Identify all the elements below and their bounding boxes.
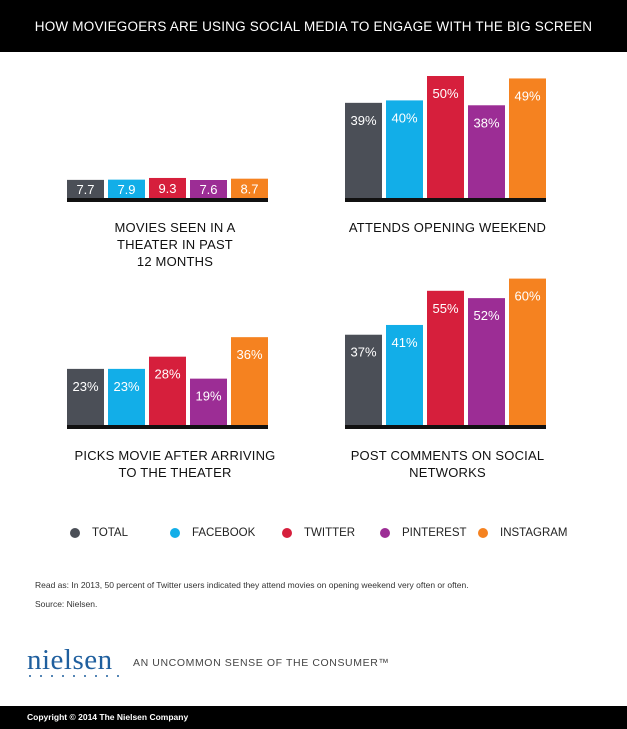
bar-instagram [231,337,268,425]
bar-total [67,179,104,198]
caption-line: POST COMMENTS ON SOCIAL [350,448,545,463]
bar-chart-4: 37% 41% 55% 52% 60% [345,278,546,429]
bar-pinterest [468,105,505,198]
bar-value-label: 7.9 [117,182,135,197]
caption-line: THEATER IN PAST [117,237,233,252]
bar-value-label: 36% [236,347,262,362]
bar-value-label: 7.6 [199,182,217,197]
bar-total [345,102,382,198]
caption-line: NETWORKS [409,465,486,480]
chart-legend: TOTAL FACEBOOK TWITTER PINTEREST INSTAGR… [70,527,570,539]
footer-bar: Copyright © 2014 The Nielsen Company [0,706,627,729]
bar-chart-1: 7.7 7.9 9.3 7.6 8.7 [67,177,268,202]
bar-value-label: 55% [432,301,458,316]
bar-facebook [386,324,423,425]
bar-value-label: 8.7 [240,181,258,196]
bar-twitter [149,356,186,425]
bar-value-label: 37% [350,345,376,360]
copyright-text: Copyright © 2014 The Nielsen Company [27,712,189,722]
bar-facebook [108,179,145,198]
bar-value-label: 28% [154,367,180,382]
bar-value-label: 23% [72,379,98,394]
bar-pinterest [190,180,227,198]
caption-line: TO THE THEATER [118,465,232,480]
instagram-swatch-icon [478,528,488,538]
caption-line: MOVIES SEEN IN A [114,220,236,235]
bar-value-label: 23% [113,379,139,394]
bar-total [345,334,382,425]
legend-item-twitter: TWITTER [282,527,380,539]
legend-item-facebook: FACEBOOK [170,527,282,539]
bar-facebook [386,100,423,198]
bar-twitter [149,177,186,198]
nielsen-logo: nielsen [27,644,113,676]
bar-pinterest [190,378,227,425]
caption-line: 12 MONTHS [136,254,214,269]
source-note: Source: Nielsen. [35,599,98,609]
header-banner: HOW MOVIEGOERS ARE USING SOCIAL MEDIA TO… [0,0,627,52]
bar-value-label: 39% [350,113,376,128]
bar-value-label: 40% [391,110,417,125]
twitter-swatch-icon [282,528,292,538]
bar-value-label: 52% [473,308,499,323]
baseline [345,425,546,429]
bar-value-label: 9.3 [158,181,176,196]
bar-value-label: 49% [514,88,540,103]
bar-instagram [231,178,268,198]
caption-line: PICKS MOVIE AFTER ARRIVING [74,448,276,463]
logo-dots [29,675,119,677]
chart-caption-movies-seen: MOVIES SEEN IN A THEATER IN PAST 12 MONT… [75,219,275,270]
bar-instagram [509,278,546,425]
total-swatch-icon [70,528,80,538]
legend-label: FACEBOOK [192,527,256,539]
legend-label: TOTAL [92,527,128,539]
baseline [345,198,546,202]
read-as-note: Read as: In 2013, 50 percent of Twitter … [35,580,469,590]
legend-item-pinterest: PINTEREST [380,527,478,539]
bar-value-label: 50% [432,86,458,101]
bar-twitter [427,290,464,425]
bar-pinterest [468,298,505,425]
chart-caption-post-comments: POST COMMENTS ON SOCIAL NETWORKS [340,447,555,481]
bar-twitter [427,76,464,198]
bar-chart-2: 39% 40% 50% 38% 49% [345,76,546,202]
legend-label: TWITTER [304,527,356,539]
caption-line: ATTENDS OPENING WEEKEND [348,220,547,235]
legend-item-total: TOTAL [70,527,170,539]
bar-value-label: 38% [473,115,499,130]
legend-item-instagram: INSTAGRAM [478,527,570,539]
legend-label: PINTEREST [402,527,467,539]
baseline [67,198,268,202]
bar-value-label: 7.7 [76,182,94,197]
bar-instagram [509,78,546,198]
facebook-swatch-icon [170,528,180,538]
bar-chart-3: 23% 23% 28% 19% 36% [67,337,268,429]
chart-caption-opening-weekend: ATTENDS OPENING WEEKEND [340,219,555,236]
bar-total [67,368,104,425]
legend-label: INSTAGRAM [500,527,568,539]
bar-value-label: 19% [195,389,221,404]
bar-charts-canvas: 7.7 7.9 9.3 7.6 8.7 39% 40% 50% 38% 49% 23% 23% 28% 1… [67,76,546,429]
baseline [67,425,268,429]
page-title: HOW MOVIEGOERS ARE USING SOCIAL MEDIA TO… [34,18,593,34]
bar-facebook [108,368,145,425]
bar-value-label: 60% [514,289,540,304]
pinterest-swatch-icon [380,528,390,538]
bar-value-label: 41% [391,335,417,350]
chart-caption-picks-movie: PICKS MOVIE AFTER ARRIVING TO THE THEATE… [60,447,290,481]
tagline: AN UNCOMMON SENSE OF THE CONSUMER™ [133,657,390,669]
